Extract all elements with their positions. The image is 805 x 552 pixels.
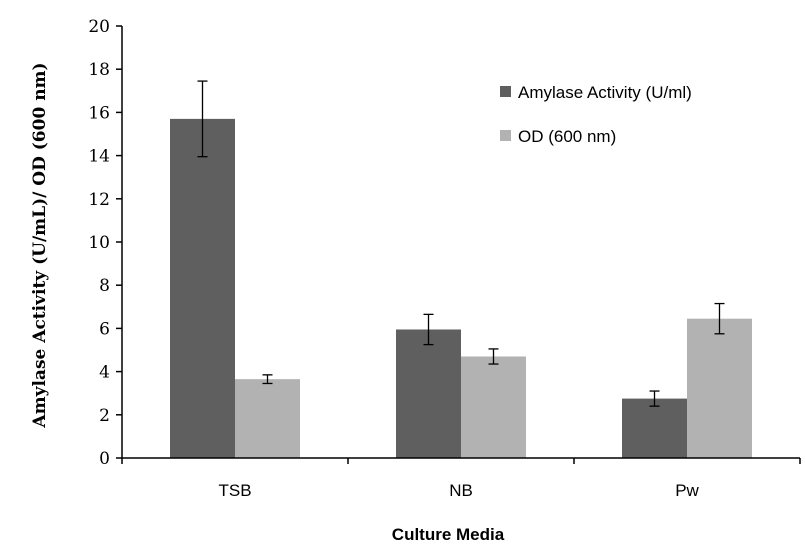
bar	[461, 356, 526, 458]
x-tick-label: Pw	[675, 481, 699, 500]
y-axis-ticks: 0 2 4 6 8 10 12 14 16 18 20	[88, 17, 122, 469]
y-tick-label: 10	[88, 233, 110, 253]
bars	[170, 118, 752, 458]
error-bars	[197, 80, 725, 407]
y-tick-label: 2	[99, 406, 110, 426]
legend: Amylase Activity (U/ml) OD (600 nm)	[500, 83, 692, 146]
x-tick-label: NB	[449, 481, 473, 500]
y-tick-label: 12	[88, 190, 110, 210]
bar	[687, 318, 752, 458]
x-tick-label: TSB	[218, 481, 251, 500]
y-tick-label: 16	[88, 103, 110, 123]
y-tick-label: 18	[88, 60, 110, 80]
legend-label: Amylase Activity (U/ml)	[518, 83, 692, 102]
legend-swatch	[500, 86, 511, 97]
x-axis-title: Culture Media	[392, 525, 505, 544]
bar	[235, 379, 300, 458]
y-tick-label: 8	[99, 276, 110, 296]
bar	[396, 329, 461, 458]
x-axis-categories: TSB NB Pw	[121, 458, 801, 500]
y-tick-label: 4	[99, 363, 110, 383]
legend-swatch	[500, 130, 511, 141]
bar	[622, 398, 687, 458]
y-tick-label: 14	[88, 147, 110, 167]
y-tick-label: 6	[99, 319, 110, 339]
y-tick-label: 0	[99, 449, 110, 469]
bar	[170, 118, 235, 458]
y-axis-title: Amylase Activity (U/mL)/ OD (600 nm)	[30, 62, 50, 428]
legend-label: OD (600 nm)	[518, 127, 616, 146]
y-tick-label: 20	[88, 17, 110, 37]
